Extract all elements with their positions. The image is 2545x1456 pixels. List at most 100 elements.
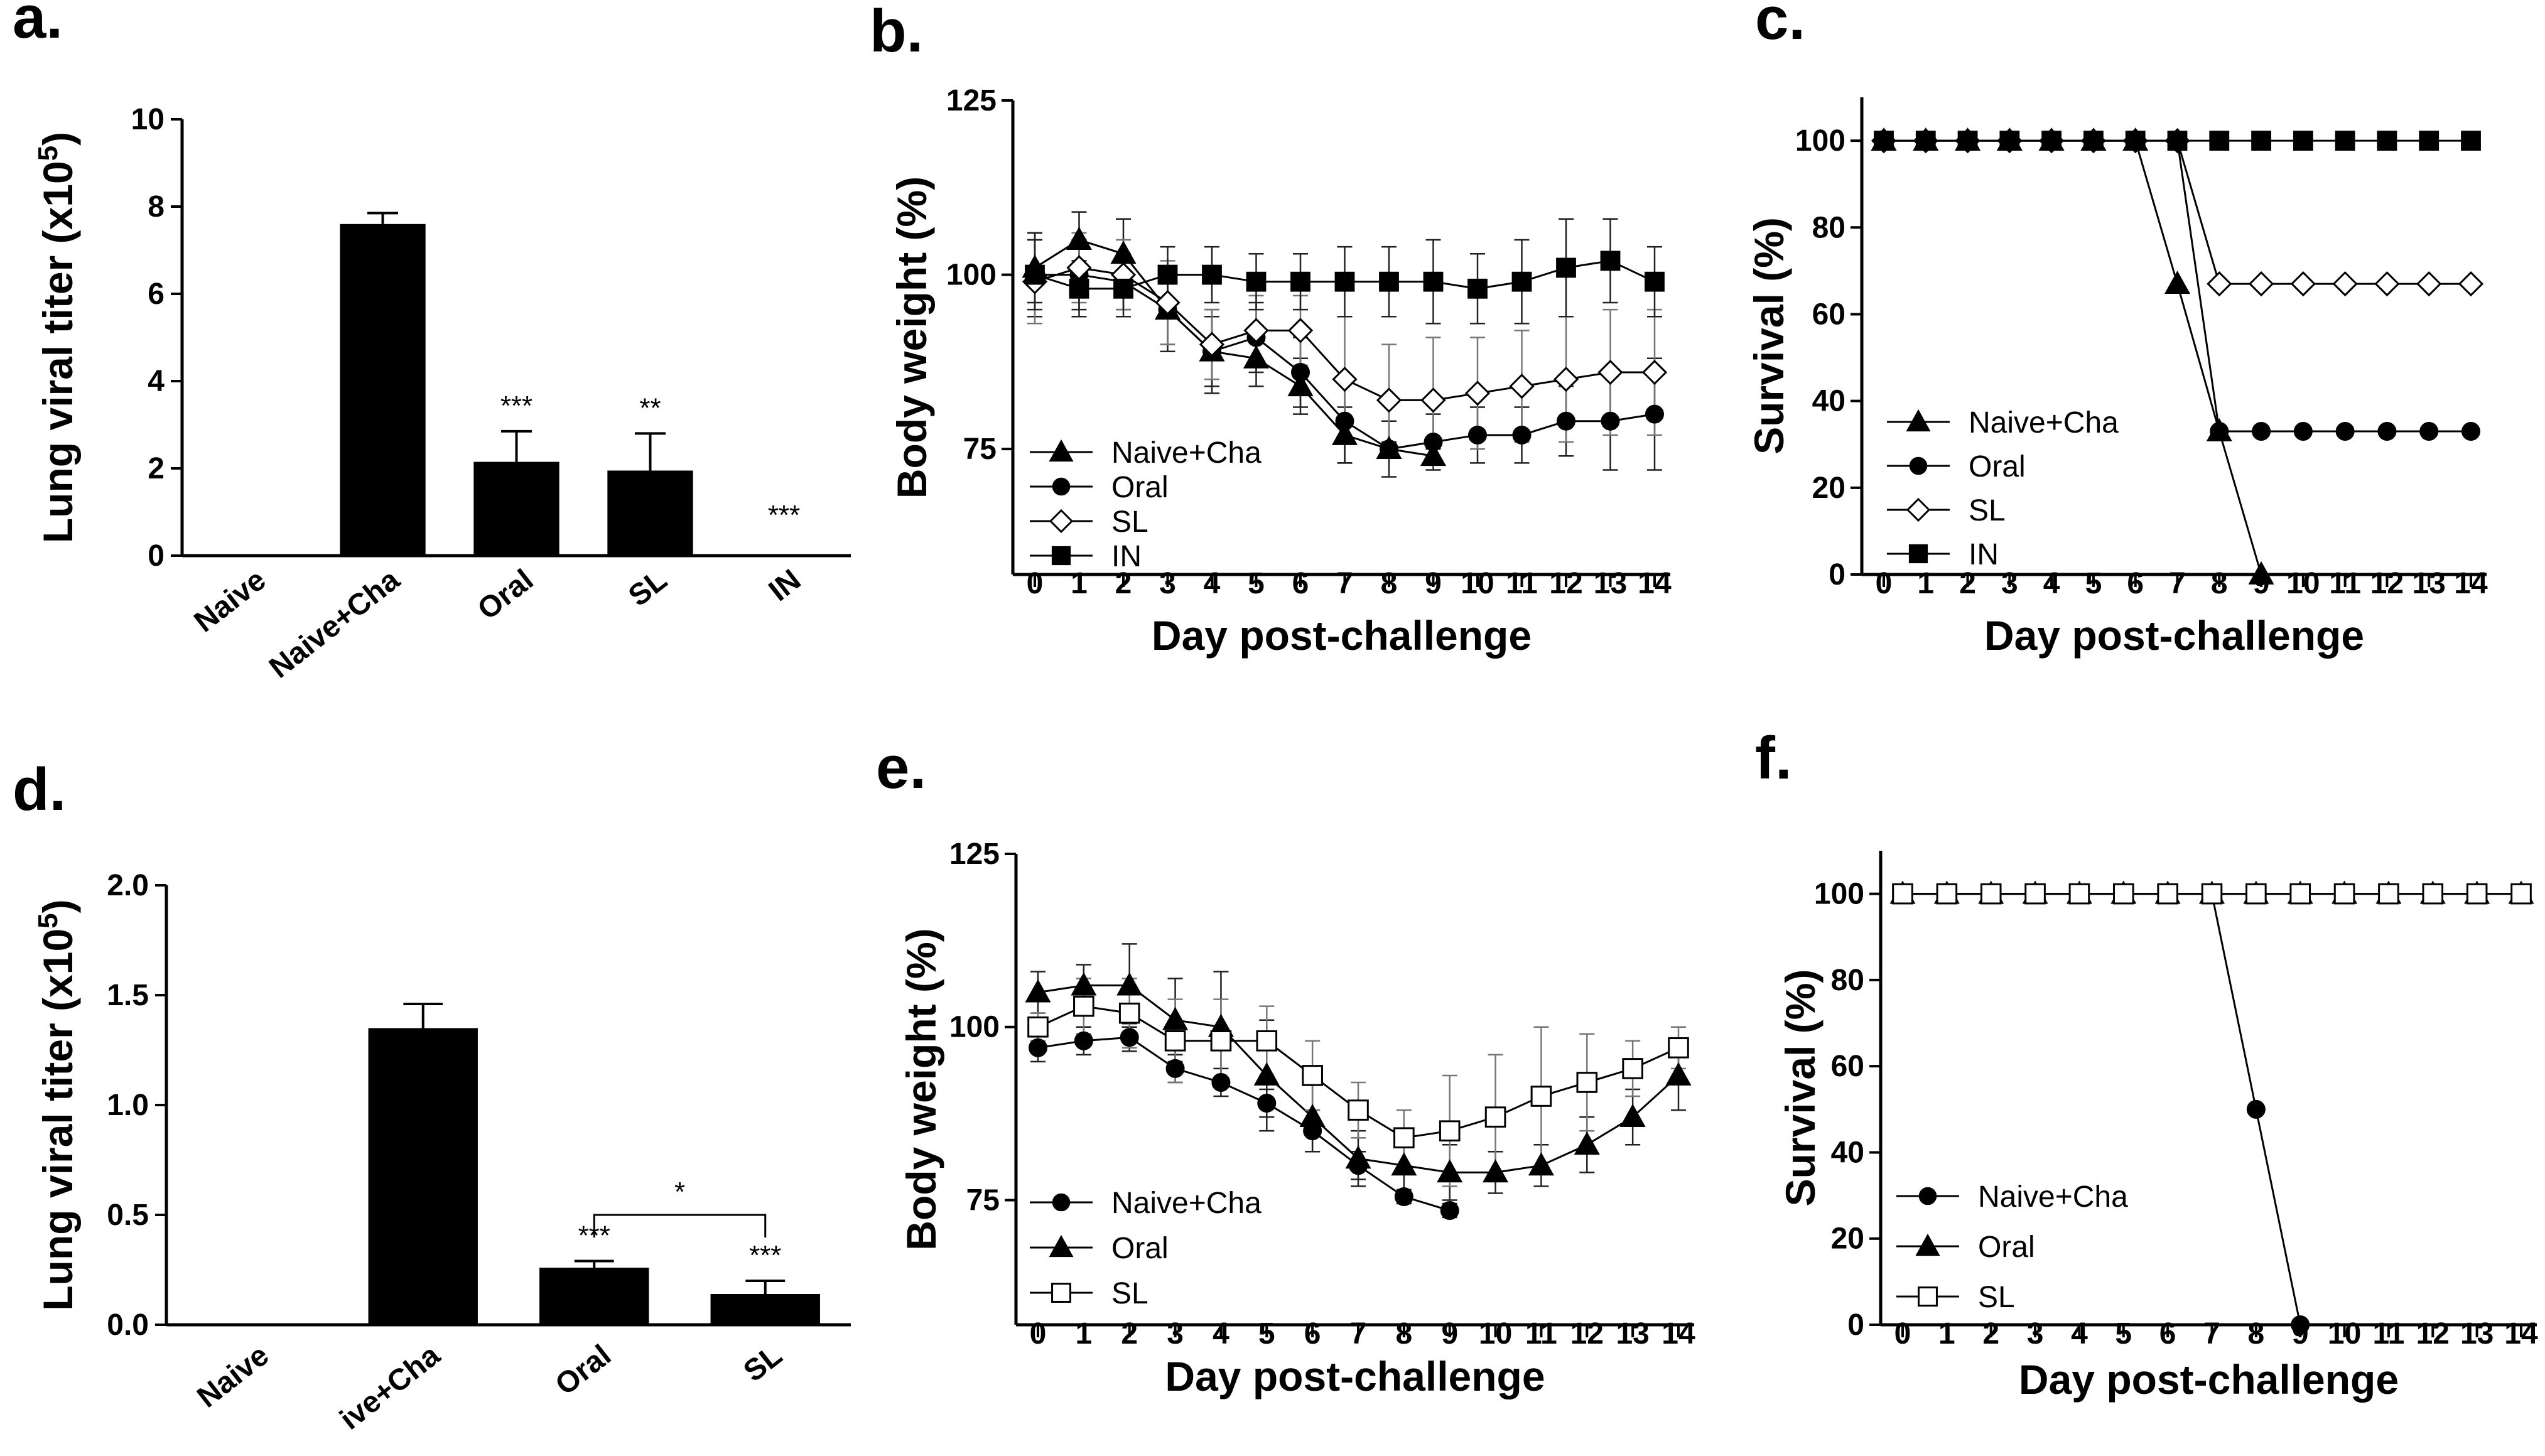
- panel-d-y-tick-label: 2.0: [107, 869, 149, 902]
- panel-c-x-tick-label: 14: [2454, 567, 2488, 600]
- panel-f-legend-marker: [1918, 1187, 1937, 1205]
- panel-b-data-point: [1202, 264, 1222, 285]
- panel-e-x-tick-label: 8: [1396, 1317, 1413, 1351]
- panel-f-x-tick-label: 5: [2115, 1317, 2132, 1351]
- panel-e-data-point: [1074, 1031, 1093, 1050]
- panel-c-y-tick-label: 0: [1829, 558, 1845, 591]
- panel-c-data-point: [2332, 271, 2358, 297]
- panel-d-panel-letter: d.: [13, 756, 66, 823]
- panel-b-x-tick-label: 6: [1292, 567, 1309, 600]
- panel-b-x-axis-title: Day post-challenge: [1152, 612, 1532, 659]
- panel-b-data-point: [1597, 359, 1623, 386]
- panel-c-data-point: [2209, 131, 2230, 151]
- panel-b-data-point: [1380, 439, 1398, 459]
- panel-c-data-point: [2125, 131, 2146, 151]
- panel-f-x-tick-label: 10: [2328, 1317, 2361, 1351]
- panel-e-x-tick-label: 0: [1030, 1317, 1047, 1351]
- panel-e-legend-marker: [1049, 1234, 1074, 1258]
- panel-b-data-point: [1243, 345, 1270, 369]
- panel-e-data-point: [1210, 1030, 1232, 1052]
- panel-c-data-point: [2207, 271, 2232, 297]
- panel-c-y-tick-label: 40: [1812, 385, 1845, 418]
- panel-d-bar: [710, 1294, 820, 1325]
- panel-b-data-point: [1376, 387, 1402, 413]
- panel-c-x-axis-title: Day post-challenge: [1984, 612, 2364, 659]
- panel-c-x-tick-label: 2: [1959, 567, 1976, 600]
- panel-c-data-point: [2167, 131, 2188, 151]
- panel-c-x-tick-label: 5: [2085, 567, 2102, 600]
- panel-f-x-tick-label: 14: [2504, 1317, 2538, 1351]
- panel-f-x-axis-title: Day post-challenge: [2019, 1356, 2399, 1403]
- panel-e-data-point: [1071, 972, 1097, 996]
- panel-d-comparison-bracket: [593, 1214, 767, 1238]
- panel-b-data-point: [1025, 264, 1045, 285]
- panel-a-significance-label: ***: [500, 391, 532, 421]
- panel-c-x-tick-label: 7: [2169, 567, 2186, 600]
- panel-e-data-point: [1345, 1145, 1371, 1169]
- panel-c-x-tick-label: 1: [1917, 567, 1934, 600]
- panel-f-y-tick-label: 60: [1831, 1050, 1864, 1083]
- panel-b-data-point: [1467, 278, 1488, 299]
- panel-e-data-point: [1483, 1159, 1509, 1183]
- panel-b-x-tick-label: 3: [1159, 567, 1176, 600]
- panel-e-x-tick-label: 13: [1616, 1317, 1649, 1351]
- panel-a-chart: a. 0 2 4 6 8 10 Lung viral titer (x105) NaiveNai…: [13, 0, 851, 685]
- panel-e-data-point: [1440, 1201, 1459, 1221]
- panel-b-legend-marker: [1051, 546, 1071, 566]
- panel-c-data-point: [2293, 422, 2313, 441]
- panel-a-panel-letter: a.: [13, 0, 63, 51]
- panel-b-x-tick-label: 4: [1204, 567, 1221, 600]
- panel-b-data-point: [1420, 387, 1446, 413]
- panel-b-x-tick-label: 11: [1506, 567, 1538, 600]
- panel-a-y-tick-label: 6: [148, 278, 165, 311]
- panel-c-data-point: [2377, 422, 2397, 441]
- panel-a-bar: [340, 224, 426, 556]
- panel-c-data-point: [2377, 131, 2397, 151]
- panel-a-significance-label: ***: [768, 500, 800, 531]
- panel-f-x-tick-label: 4: [2071, 1317, 2088, 1351]
- panel-b-data-point: [1157, 264, 1178, 285]
- panel-a-significance-label: **: [639, 392, 661, 423]
- panel-f-x-tick-label: 11: [2373, 1317, 2405, 1351]
- panel-e-data-point: [1027, 1016, 1049, 1038]
- panel-b-data-point: [1641, 359, 1668, 386]
- panel-f-y-tick-label: 40: [1831, 1136, 1864, 1169]
- panel-f-data-point: [2289, 883, 2311, 905]
- panel-b-legend-label: IN: [1111, 540, 1142, 573]
- panel-d-chart: d. 0.0 0.5 1.0 1.5 2.0 Lung viral titer (x105)…: [13, 756, 851, 1437]
- panel-f-data-point: [2422, 883, 2444, 905]
- panel-e-x-tick-label: 14: [1662, 1317, 1695, 1351]
- panel-e-data-point: [1484, 1106, 1506, 1128]
- panel-e-x-tick-label: 9: [1441, 1317, 1458, 1351]
- panel-c-data-point: [2335, 131, 2355, 151]
- panel-c-series-line: [1884, 139, 2471, 285]
- panel-d-significance-label: ***: [749, 1240, 781, 1271]
- panel-b-data-point: [1243, 318, 1269, 343]
- panel-b-data-point: [1110, 240, 1137, 264]
- panel-b-x-tick-label: 12: [1549, 567, 1582, 600]
- panel-f-data-point: [2378, 883, 2399, 905]
- panel-b-data-point: [1509, 374, 1535, 399]
- panel-e-data-point: [1528, 1152, 1554, 1176]
- panel-a-bar: [607, 470, 693, 556]
- panel-b-data-point: [1423, 271, 1444, 292]
- panel-f-data-point: [1936, 883, 1958, 905]
- panel-f-panel-letter: f.: [1755, 725, 1792, 792]
- panel-d-category-label: Naive: [191, 1339, 275, 1415]
- panel-f-y-tick-label: 20: [1831, 1222, 1864, 1256]
- panel-b-x-tick-label: 5: [1248, 567, 1265, 600]
- panel-c-legend-label: Naive+Cha: [1969, 406, 2119, 439]
- panel-f-data-point: [1980, 883, 2002, 905]
- panel-e-data-point: [1348, 1099, 1369, 1121]
- panel-c-x-tick-label: 6: [2127, 567, 2144, 600]
- panel-d-y-tick-label: 1.0: [107, 1089, 149, 1122]
- panel-f-y-tick-label: 0: [1847, 1308, 1864, 1342]
- panel-b-legend-marker: [1049, 439, 1074, 462]
- panel-c-data-point: [1999, 131, 2020, 151]
- panel-d-y-tick-label: 1.5: [107, 979, 149, 1012]
- panel-d-category-label: Oral: [549, 1339, 617, 1402]
- panel-c-data-point: [2041, 131, 2062, 151]
- panel-b-data-point: [1468, 425, 1487, 445]
- panel-b-x-tick-label: 8: [1381, 567, 1398, 600]
